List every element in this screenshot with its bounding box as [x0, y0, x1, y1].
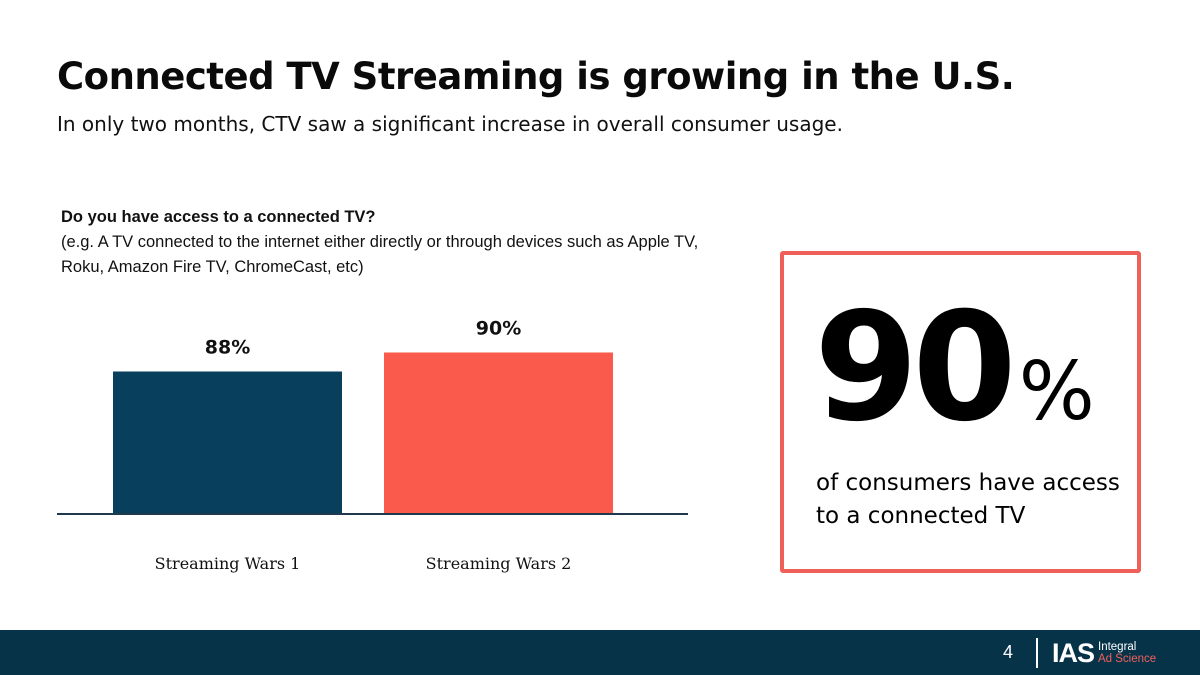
logo-line-2: Ad Science — [1098, 653, 1157, 665]
category-label-2: Streaming Wars 2 — [426, 554, 572, 573]
bar-1 — [113, 371, 342, 514]
question-note: (e.g. A TV connected to the internet eit… — [61, 233, 699, 276]
footer-bar: 4 IAS Integral Ad Science — [0, 630, 1200, 675]
logo-wordmark: Integral Ad Science — [1098, 641, 1178, 665]
highlight-callout: 90% of consumers have access to a connec… — [780, 251, 1141, 573]
survey-question: Do you have access to a connected TV? (e… — [61, 205, 701, 280]
category-label-1: Streaming Wars 1 — [155, 554, 301, 573]
callout-description: of consumers have access to a connected … — [816, 470, 1120, 529]
slide-subtitle: In only two months, CTV saw a significan… — [57, 112, 843, 136]
bar-2 — [384, 352, 613, 514]
slide-title: Connected TV Streaming is growing in the… — [57, 55, 1015, 98]
footer-divider — [1036, 638, 1038, 668]
page-number: 4 — [1003, 642, 1014, 662]
callout-unit: % — [1018, 345, 1095, 438]
bar-value-label-2: 90% — [476, 318, 521, 340]
question-text: Do you have access to a connected TV? — [61, 208, 376, 226]
callout-value: 90 — [814, 281, 1017, 455]
logo-line-1: Integral — [1098, 641, 1137, 653]
bar-value-label-1: 88% — [205, 337, 250, 359]
logo-mark: IAS — [1052, 638, 1095, 668]
callout-big-value: 90% — [814, 293, 1095, 443]
